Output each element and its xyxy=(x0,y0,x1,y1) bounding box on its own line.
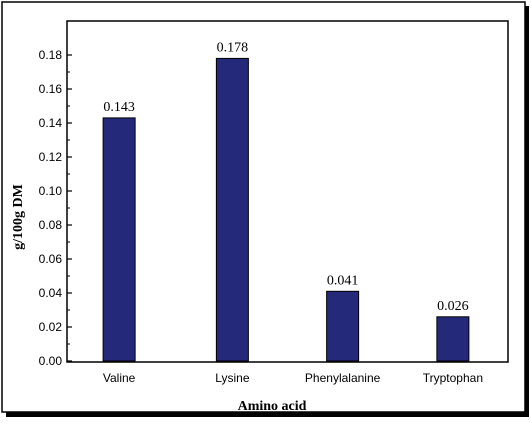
bar-series xyxy=(102,57,470,362)
y-tick-label: 0.16 xyxy=(39,82,63,96)
y-tick-label: 0.14 xyxy=(39,116,63,130)
bar-phenylalanine xyxy=(326,290,360,362)
x-axis: Valine Lysine Phenylalanine Tryptophan xyxy=(103,357,483,385)
x-tick-label: Lysine xyxy=(215,371,250,385)
y-tick-label: 0.04 xyxy=(39,286,63,300)
x-tick-label: Phenylalanine xyxy=(305,371,381,385)
y-tick-label: 0.10 xyxy=(39,184,63,198)
data-label: 0.026 xyxy=(437,299,469,314)
y-axis: 0.00 0.02 0.04 0.06 0.08 0.10 0.12 0.14 0.16 0.18 xyxy=(39,48,72,368)
bar-tryptophan xyxy=(436,316,470,362)
y-axis-label: g/100g DM xyxy=(11,184,26,250)
data-label: 0.178 xyxy=(217,40,249,55)
data-label: 0.041 xyxy=(327,273,359,288)
y-tick-label: 0.12 xyxy=(39,150,63,164)
y-tick-label: 0.02 xyxy=(39,320,63,334)
data-labels: 0.143 0.178 0.041 0.026 xyxy=(103,40,468,313)
x-tick-label: Valine xyxy=(103,371,136,385)
y-tick-label: 0.08 xyxy=(39,218,63,232)
x-tick-label: Tryptophan xyxy=(423,371,483,385)
x-axis-label: Amino acid xyxy=(238,399,307,414)
bar-lysine xyxy=(215,57,249,362)
data-label: 0.143 xyxy=(103,100,135,115)
bar-valine xyxy=(102,117,136,362)
y-tick-label: 0.06 xyxy=(39,252,63,266)
y-tick-label: 0.18 xyxy=(39,48,63,62)
y-tick-label: 0.00 xyxy=(39,354,63,368)
